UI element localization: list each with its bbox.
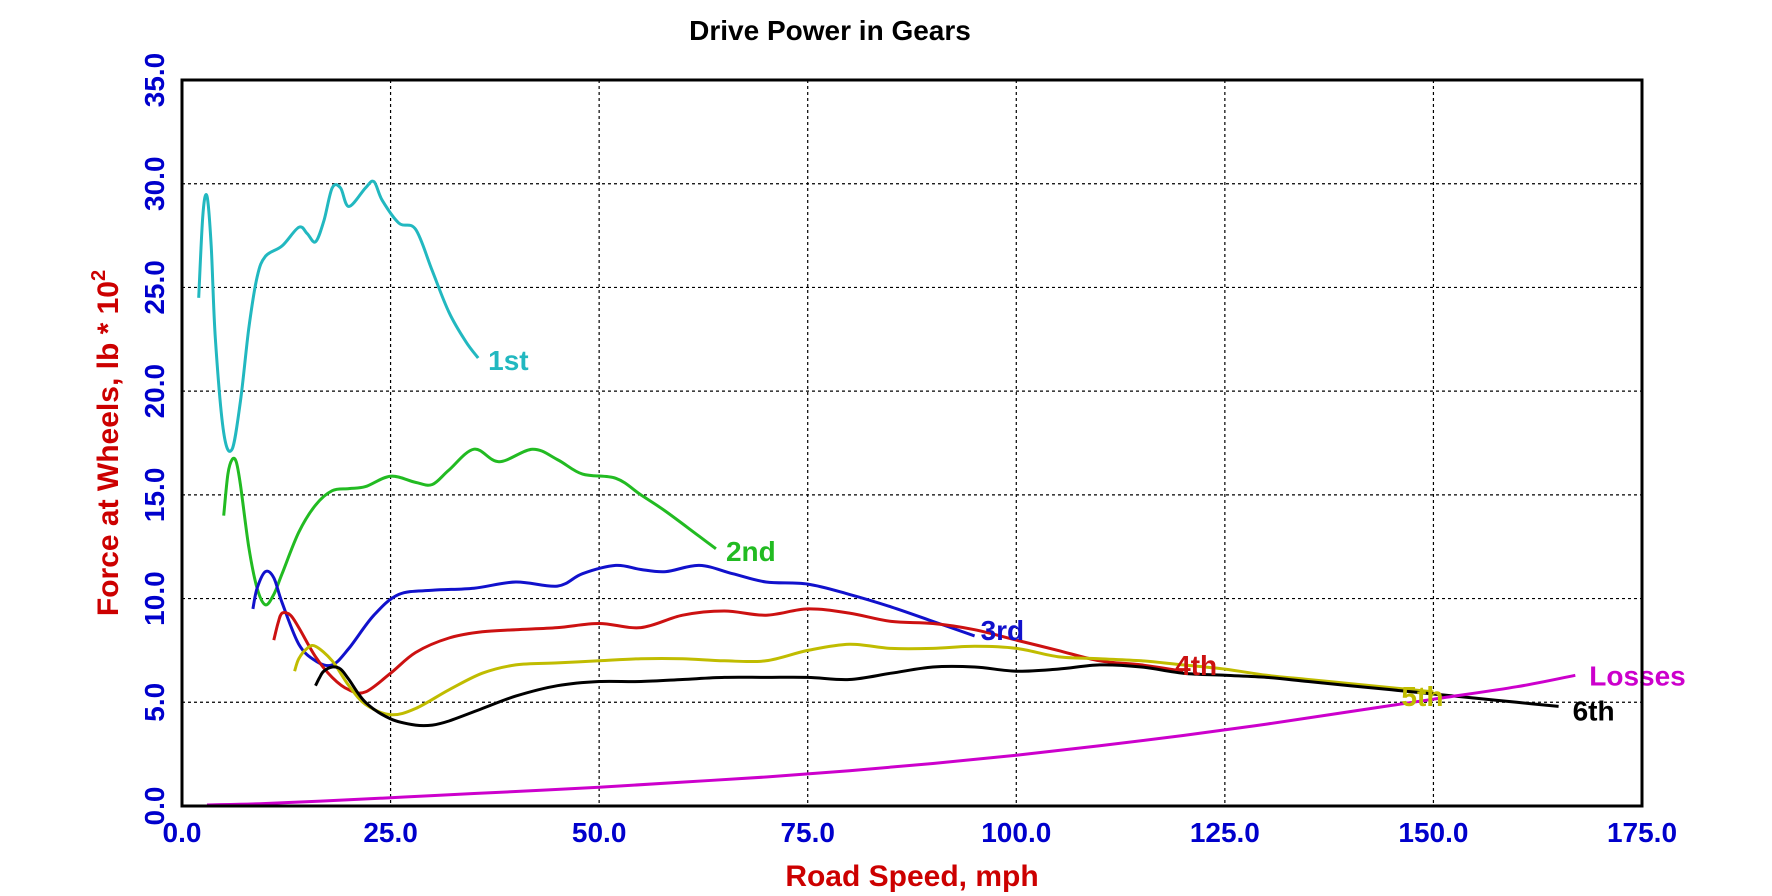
x-tick-label: 100.0 bbox=[981, 817, 1051, 848]
series-line-1st bbox=[197, 179, 480, 453]
series-labels: 1st 2nd 3rd 4th 5th 6th Losses bbox=[488, 345, 1686, 726]
series-label-2nd: 2nd bbox=[726, 536, 776, 567]
y-tick-label: 10.0 bbox=[139, 571, 170, 626]
series-lines bbox=[197, 179, 1576, 807]
series-line-4th bbox=[272, 607, 1184, 695]
y-axis-label-exponent: 2 bbox=[88, 270, 110, 281]
x-tick-label: 25.0 bbox=[363, 817, 418, 848]
y-tick-label: 20.0 bbox=[139, 364, 170, 419]
series-line-losses bbox=[206, 673, 1576, 807]
y-axis-label: Force at Wheels, lb * 102 bbox=[88, 270, 125, 616]
series-label-1st: 1st bbox=[488, 345, 528, 376]
series-line-3rd bbox=[251, 563, 976, 668]
y-tick-label: 25.0 bbox=[139, 260, 170, 315]
series-label-3rd: 3rd bbox=[981, 615, 1025, 646]
x-tick-label: 0.0 bbox=[163, 817, 202, 848]
y-tick-labels: 0.0 5.0 10.0 15.0 20.0 25.0 30.0 35.0 bbox=[139, 53, 170, 826]
y-tick-label: 0.0 bbox=[139, 787, 170, 826]
series-line-5th bbox=[293, 642, 1434, 717]
x-tick-label: 175.0 bbox=[1607, 817, 1677, 848]
series-line-6th bbox=[314, 663, 1559, 728]
series-line-2nd bbox=[222, 447, 717, 607]
series-label-4th: 4th bbox=[1175, 650, 1217, 681]
series-label-losses: Losses bbox=[1589, 660, 1686, 691]
x-tick-label: 150.0 bbox=[1398, 817, 1468, 848]
x-tick-label: 75.0 bbox=[780, 817, 835, 848]
y-tick-label: 5.0 bbox=[139, 683, 170, 722]
plot-frame bbox=[180, 78, 1644, 808]
y-axis-label-main: Force at Wheels, lb * 10 bbox=[92, 281, 125, 616]
y-tick-label: 15.0 bbox=[139, 468, 170, 523]
x-axis-label: Road Speed, mph bbox=[785, 860, 1038, 893]
series-label-5th: 5th bbox=[1401, 681, 1443, 712]
x-tick-label: 125.0 bbox=[1190, 817, 1260, 848]
chart-title: Drive Power in Gears bbox=[689, 15, 971, 46]
y-tick-label: 35.0 bbox=[139, 53, 170, 108]
x-tick-label: 50.0 bbox=[572, 817, 627, 848]
y-tick-label: 30.0 bbox=[139, 156, 170, 211]
grid-lines bbox=[182, 80, 1642, 806]
series-label-6th: 6th bbox=[1573, 695, 1615, 726]
x-tick-labels: 0.0 25.0 50.0 75.0 100.0 125.0 150.0 175.0 bbox=[163, 817, 1678, 848]
